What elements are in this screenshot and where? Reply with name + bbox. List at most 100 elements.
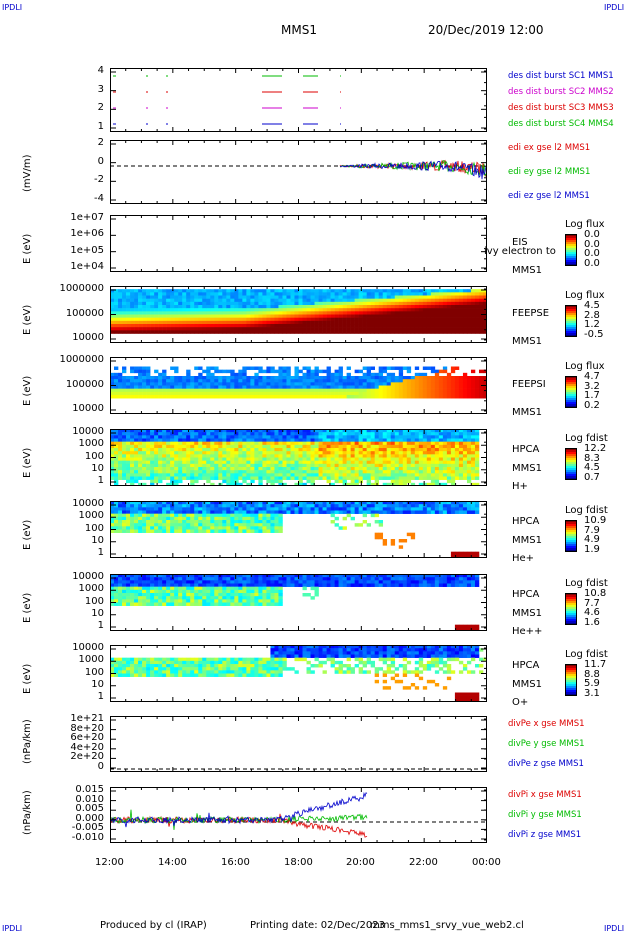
hpca_he-cell xyxy=(242,501,247,505)
feepsi-cell xyxy=(354,369,359,374)
hpca_h-cell xyxy=(310,470,315,474)
hpca_h-cell xyxy=(130,448,135,452)
hpca_h-cell xyxy=(314,429,319,433)
feepse-cell xyxy=(138,324,143,328)
hpca_he-cell xyxy=(258,523,263,527)
feepse-cell xyxy=(410,305,416,309)
hpca_he-cell xyxy=(254,504,259,508)
feepse-cell xyxy=(398,292,404,296)
hpca_h-cell xyxy=(462,444,468,449)
hpca_h-cell xyxy=(354,463,359,468)
feepsi-cell xyxy=(298,379,303,383)
hpca_he-cell xyxy=(366,523,371,527)
feepsi-cell xyxy=(438,395,444,399)
hpca_h-cell xyxy=(314,438,319,442)
hpca_he-cell xyxy=(230,510,235,514)
feepsi-cell xyxy=(478,388,484,393)
hpca_h-cell xyxy=(258,482,263,486)
hpca_hepp-cell xyxy=(126,583,131,587)
feepse-cell xyxy=(394,308,400,312)
feepse-cell xyxy=(330,289,335,293)
feepse-cell xyxy=(418,311,424,315)
feepsi-cell xyxy=(430,369,436,374)
hpca_hepp-cell xyxy=(198,577,203,581)
feepse-cell xyxy=(426,295,432,299)
feepsi-cell xyxy=(182,382,187,386)
footer-file-name: mms_mms1_srvy_vue_web2.cl xyxy=(370,920,524,931)
hpca_h-cell xyxy=(202,451,207,455)
hpca_h-cell xyxy=(242,476,247,480)
hpca_he-cell xyxy=(314,507,319,511)
footer-produced: Produced by cl (IRAP) xyxy=(100,920,207,931)
feepsi-cell xyxy=(326,382,331,386)
feepsi-cell xyxy=(270,395,275,399)
hpca_hepp-cell xyxy=(210,580,215,584)
hpca_h-cell xyxy=(230,460,235,465)
feepse-cell xyxy=(254,289,259,293)
hpca_he-cell xyxy=(146,507,151,511)
hpca_he-cell xyxy=(138,523,143,527)
hpca_h-cell xyxy=(266,463,271,468)
hpca_h-cell xyxy=(342,476,347,480)
feepse-cell xyxy=(430,295,436,299)
feepse-cell xyxy=(210,327,215,331)
hpca_h-cell xyxy=(462,441,468,446)
hpca_h-cell xyxy=(278,467,283,471)
feepse-cell xyxy=(438,324,444,328)
hpca_he-cell xyxy=(162,516,167,521)
feepsi-cell xyxy=(210,382,215,386)
hpca_h-cell xyxy=(470,438,476,442)
feepse-cell xyxy=(334,324,339,328)
feepse-cell xyxy=(322,295,327,299)
feepse-cell xyxy=(278,305,283,309)
hpca_hepp-cell xyxy=(138,599,143,603)
hpca_h-cell xyxy=(466,429,472,433)
feepsi-cell xyxy=(382,395,388,399)
feepse-cell xyxy=(314,327,319,331)
colorbar-swatch xyxy=(565,470,577,473)
hpca_h-cell xyxy=(258,435,263,439)
feepse-cell xyxy=(202,289,207,293)
hpca_h-cell xyxy=(402,435,408,439)
hpca_he-cell xyxy=(226,516,231,521)
feepsi-cell xyxy=(194,388,199,393)
hpca_h-cell xyxy=(350,457,355,461)
feepse-cell xyxy=(206,327,211,331)
feepsi-cell xyxy=(174,391,179,396)
hpca_h-cell xyxy=(274,429,279,433)
feepse-cell xyxy=(238,305,243,309)
feepse-cell xyxy=(250,317,255,322)
hpca_he-cell xyxy=(378,510,384,514)
hpca_h-cell xyxy=(426,438,432,442)
feepse-cell xyxy=(298,292,303,296)
hpca_hepp-cell xyxy=(258,589,263,594)
feepsi-cell xyxy=(238,369,243,374)
feepsi-cell xyxy=(254,388,259,393)
hpca_h-cell xyxy=(126,435,131,439)
hpca_h-cell xyxy=(166,448,171,452)
hpca_he-cell xyxy=(162,501,167,505)
feepse-cell xyxy=(470,301,476,306)
feepse-cell xyxy=(414,320,420,325)
hpca_he-cell xyxy=(142,513,147,518)
feepsi-cell xyxy=(430,382,436,386)
feepse-cell xyxy=(430,298,436,303)
hpca_hepp-cell xyxy=(246,593,251,597)
feepse-cell xyxy=(458,289,464,293)
feepse-cell xyxy=(398,330,404,334)
feepse-cell xyxy=(186,330,191,334)
hpca_h-cell xyxy=(278,476,283,480)
feepse-cell xyxy=(286,314,291,318)
hpca_h-cell xyxy=(450,448,456,452)
feepse-cell xyxy=(314,292,319,296)
feepse-cell xyxy=(298,311,303,315)
hpca_h-cell xyxy=(250,454,255,458)
hpca_he-cell xyxy=(134,501,139,505)
feepsi-cell xyxy=(270,366,275,370)
hpca_h-cell xyxy=(422,470,428,474)
hpca_hepp-cell xyxy=(274,593,279,597)
hpca_h-cell xyxy=(330,460,335,465)
feepsi-cell xyxy=(142,366,147,370)
hpca_he-cell xyxy=(130,501,135,505)
hpca_he-cell xyxy=(402,501,408,505)
